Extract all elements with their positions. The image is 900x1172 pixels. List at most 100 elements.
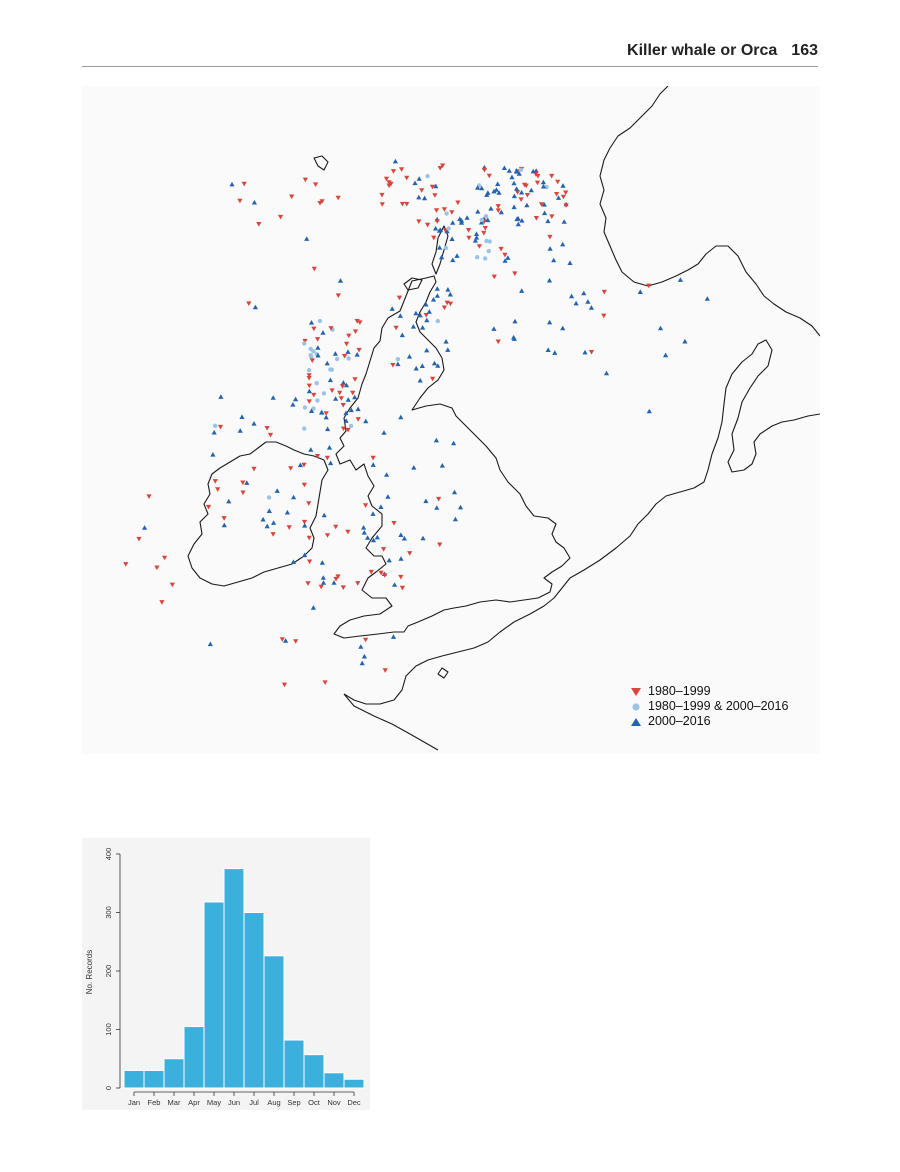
sighting-point-blue-421 <box>646 408 652 414</box>
sighting-point-red-5 <box>495 204 501 209</box>
sighting-point-blue-126 <box>416 194 422 200</box>
sighting-point-red-15 <box>554 192 560 197</box>
sighting-point-red-178 <box>315 337 321 342</box>
bar-apr <box>183 1026 205 1089</box>
sighting-point-blue-351 <box>439 463 445 468</box>
sighting-point-red-245 <box>240 480 246 486</box>
sighting-point-blue-415 <box>637 289 643 294</box>
sighting-point-blue-272 <box>266 508 272 513</box>
bar-nov <box>323 1072 345 1089</box>
coastline-faroe <box>313 155 329 171</box>
sighting-point-blue-80 <box>437 245 443 250</box>
sighting-point-red-164 <box>355 417 361 422</box>
sighting-point-red-213 <box>393 325 399 331</box>
sighting-point-red-274 <box>306 501 312 506</box>
sighting-point-blue-143 <box>324 360 330 366</box>
sighting-point-blue-286 <box>319 560 325 565</box>
sighting-point-blue-414 <box>207 641 213 647</box>
sighting-point-red-105 <box>404 175 410 181</box>
sighting-point-blue-1 <box>496 190 502 195</box>
sighting-point-red-260 <box>286 525 292 530</box>
x-tick-label-nov: Nov <box>327 1098 341 1107</box>
sighting-point-blue-89 <box>439 254 445 260</box>
sighting-point-both-248 <box>266 495 272 500</box>
sighting-point-blue-42 <box>495 181 501 186</box>
sighting-point-both-145 <box>334 356 340 362</box>
coastline-great-britain <box>333 275 571 639</box>
sighting-points <box>123 158 710 688</box>
sighting-point-red-90 <box>476 244 482 249</box>
sighting-point-blue-328 <box>511 336 517 341</box>
sighting-point-blue-205 <box>443 339 449 344</box>
sighting-point-blue-292 <box>331 580 337 585</box>
sighting-point-both-98 <box>475 255 480 260</box>
sighting-point-blue-366 <box>385 494 391 499</box>
sighting-point-blue-419 <box>663 352 669 358</box>
sighting-point-blue-49 <box>506 168 512 173</box>
sighting-point-blue-346 <box>547 319 553 325</box>
sighting-point-red-86 <box>434 219 440 224</box>
sighting-point-blue-251 <box>290 402 296 407</box>
sighting-point-blue-82 <box>450 220 456 225</box>
sighting-point-red-182 <box>306 383 312 389</box>
x-tick-label-may: May <box>207 1098 221 1107</box>
sighting-point-blue-249 <box>328 460 334 466</box>
triangle-up-icon <box>631 717 641 726</box>
sighting-point-red-365 <box>436 496 442 502</box>
bar-sep <box>283 1039 305 1089</box>
sighting-point-blue-128 <box>416 176 422 181</box>
sighting-point-blue-372 <box>384 472 390 477</box>
sighting-point-blue-316 <box>398 532 404 537</box>
sighting-point-red-378 <box>237 198 243 204</box>
sighting-point-blue-375 <box>229 181 235 187</box>
sighting-point-blue-390 <box>304 236 310 241</box>
sighting-point-blue-212 <box>447 291 453 297</box>
sighting-point-blue-142 <box>352 394 358 400</box>
sighting-point-red-130 <box>416 219 422 224</box>
bar-feb <box>143 1069 165 1089</box>
sighting-point-blue-47 <box>540 183 547 189</box>
sighting-point-both-190 <box>321 391 327 396</box>
sighting-point-red-420 <box>601 289 607 295</box>
sighting-point-red-412 <box>206 504 212 510</box>
sighting-point-red-242 <box>301 462 307 468</box>
sighting-point-red-308 <box>407 551 413 556</box>
sighting-point-blue-321 <box>588 305 594 310</box>
bar-aug <box>263 955 285 1089</box>
sighting-point-red-294 <box>399 585 405 591</box>
sighting-point-red-298 <box>333 524 339 530</box>
sighting-point-blue-159 <box>333 396 339 401</box>
sighting-point-both-166 <box>346 356 351 361</box>
sighting-point-blue-24 <box>498 209 504 215</box>
sighting-point-blue-369 <box>398 414 404 420</box>
sighting-point-blue-395 <box>361 653 367 659</box>
sighting-point-red-118 <box>433 208 440 213</box>
sighting-point-blue-363 <box>420 535 426 541</box>
sighting-point-blue-111 <box>433 225 439 231</box>
sighting-point-red-283 <box>215 487 221 492</box>
sighting-point-red-278 <box>301 482 307 488</box>
sighting-point-blue-373 <box>423 498 429 504</box>
sighting-point-blue-30 <box>475 185 481 190</box>
sighting-point-blue-91 <box>464 215 470 220</box>
x-tick-label-jul: Jul <box>249 1098 259 1107</box>
sighting-point-red-186 <box>352 377 358 382</box>
bar-jul <box>243 912 265 1089</box>
sighting-point-red-265 <box>314 454 321 459</box>
sighting-point-blue-271 <box>211 429 217 435</box>
sighting-point-blue-349 <box>519 288 525 293</box>
sighting-point-blue-399 <box>283 638 289 643</box>
sighting-point-red-341 <box>601 313 607 319</box>
sighting-point-blue-230 <box>395 361 401 367</box>
sighting-point-red-66 <box>535 173 541 179</box>
bar-chart-svg: 0 100 200 300 400 Jan Feb Mar Apr May Jun Jul Aug Sep… <box>85 848 365 1107</box>
sighting-point-red-259 <box>288 466 294 471</box>
sighting-point-blue-35 <box>488 206 494 211</box>
sighting-point-red-297 <box>355 581 361 586</box>
sighting-point-red-185 <box>329 388 335 393</box>
sighting-point-blue-53 <box>555 195 562 200</box>
sighting-point-blue-20 <box>560 183 566 188</box>
sighting-point-red-386 <box>313 182 319 187</box>
sighting-point-both-156 <box>314 381 319 386</box>
sighting-point-blue-219 <box>445 347 451 352</box>
